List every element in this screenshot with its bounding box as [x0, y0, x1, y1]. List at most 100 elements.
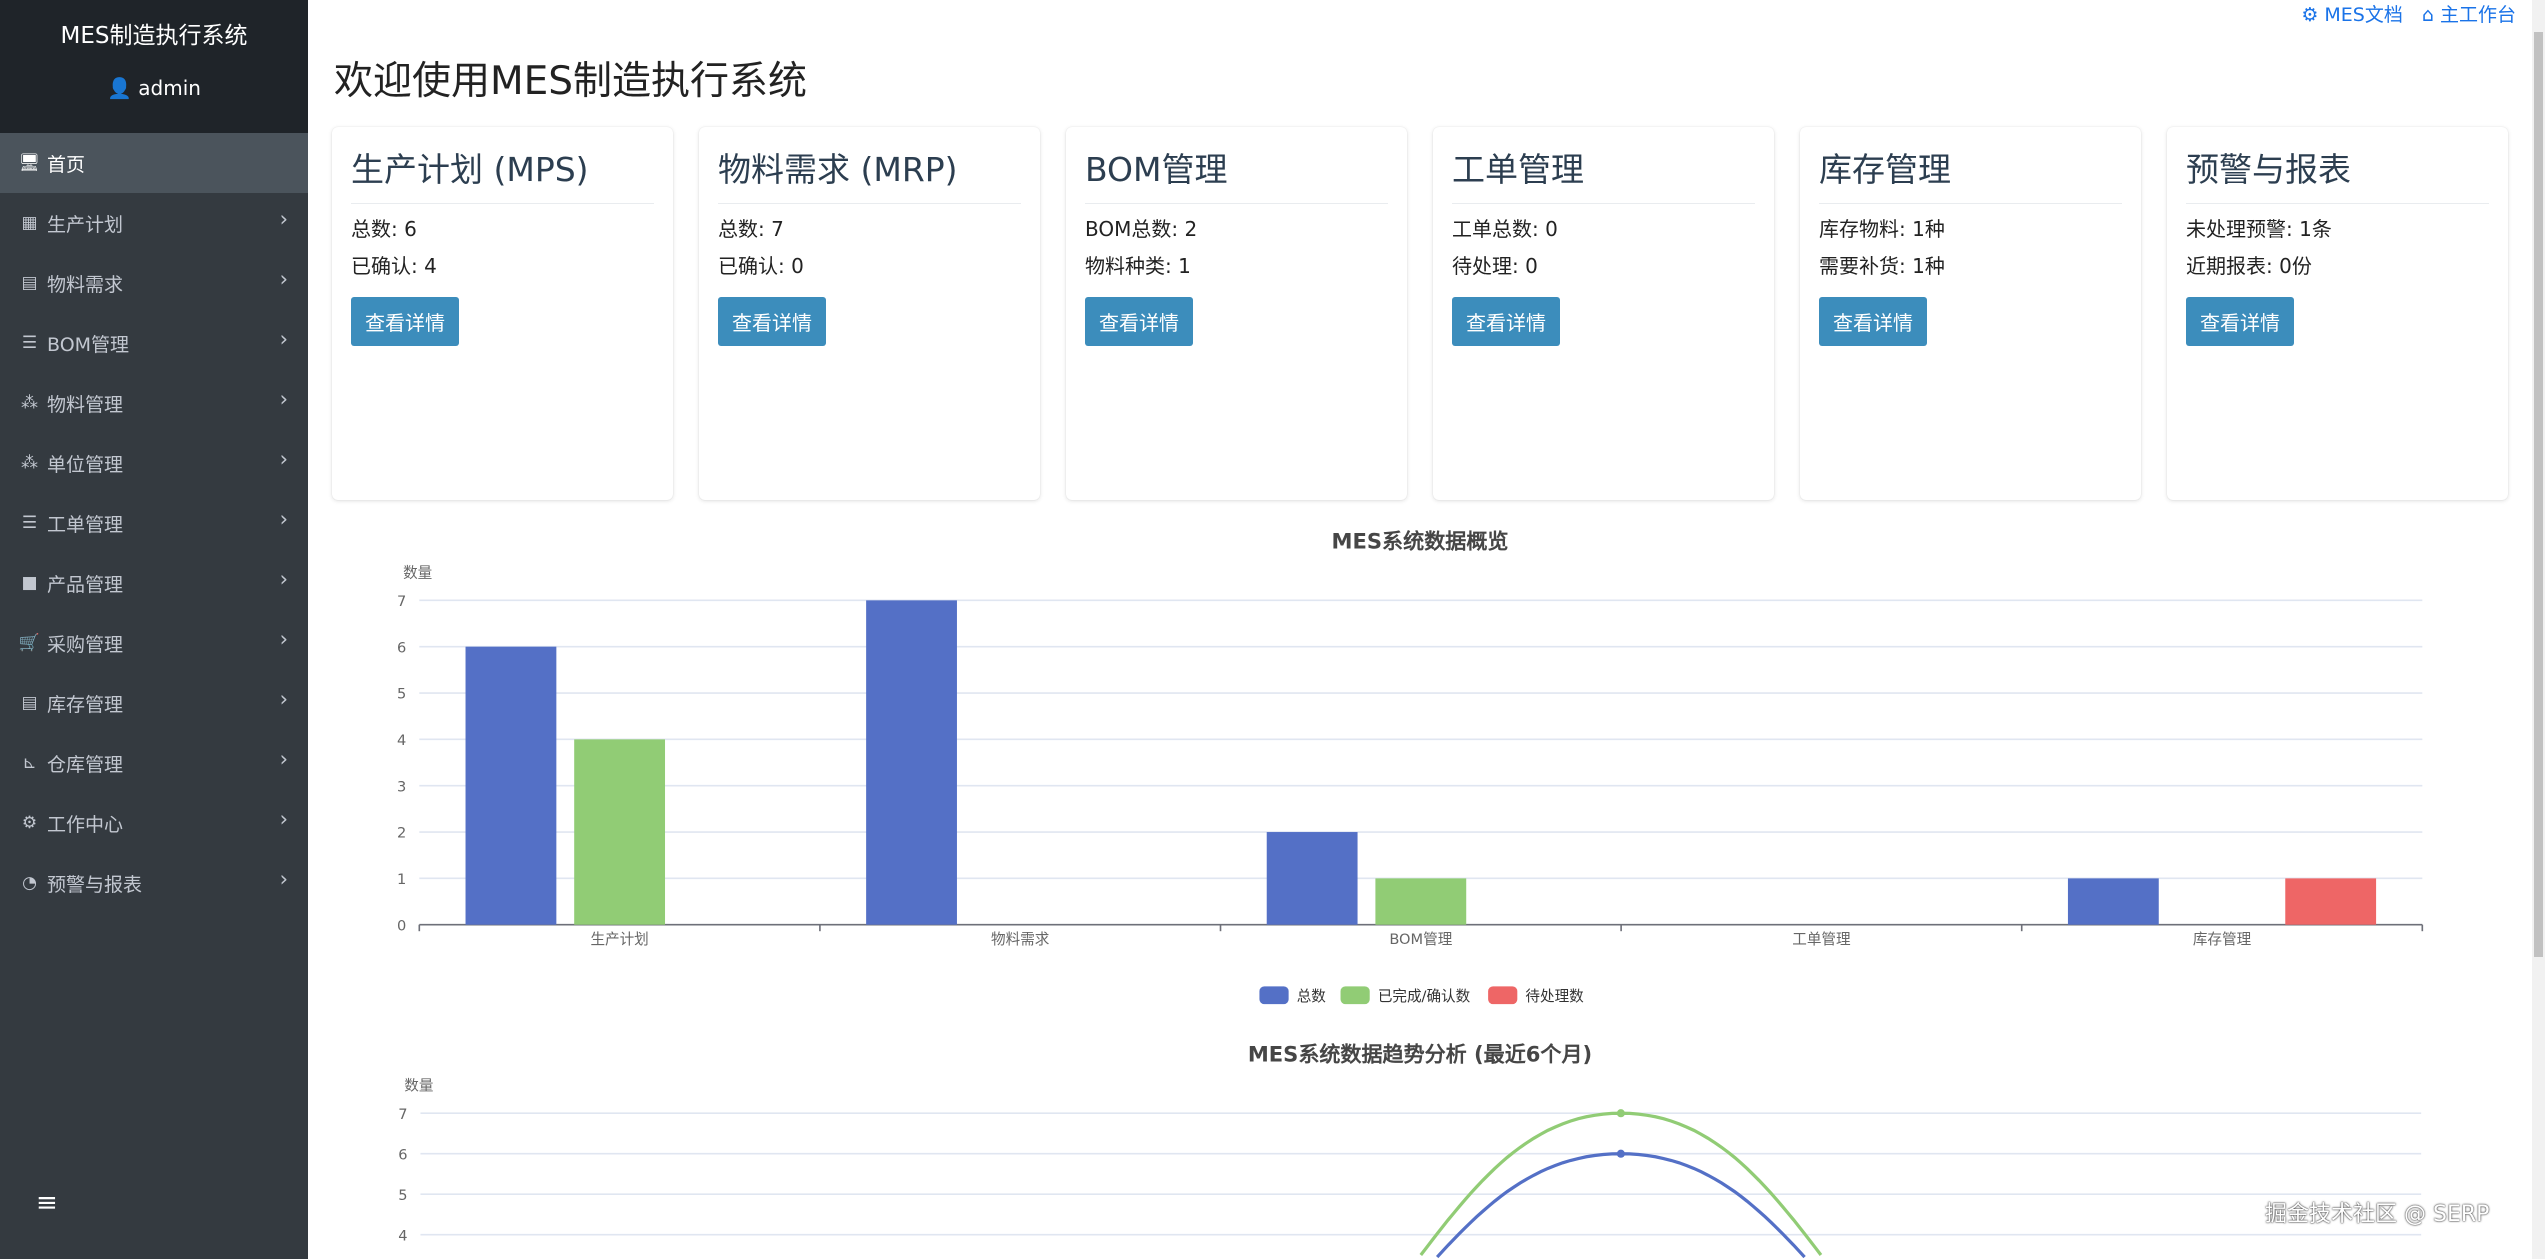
bar-0-4: [2067, 878, 2159, 925]
x-tick-label: 库存管理: [2193, 931, 2252, 948]
user-icon: 👤: [107, 76, 132, 100]
summary-card: 物料需求 (MRP) 总数: 7 已确认: 0 查看详情: [699, 127, 1040, 500]
sidebar-item-label: 生产计划: [47, 213, 124, 236]
legend-label-2: 待处理数: [1525, 988, 1584, 1005]
sidebar-item-1[interactable]: ▦ 生产计划 ›: [0, 193, 308, 253]
line-chart: MES系统数据趋势分析 (最近6个月) 数量 4 5 6 7: [398, 1041, 2422, 1259]
home-icon: ⌂: [2421, 4, 2434, 26]
chevron-right-icon: ›: [279, 447, 288, 471]
chevron-right-icon: ›: [279, 267, 288, 291]
page-title: 欢迎使用MES制造执行系统: [334, 59, 808, 104]
summary-card: 工单管理 工单总数: 0 待处理: 0 查看详情: [1433, 127, 1774, 500]
view-details-button[interactable]: 查看详情: [1452, 297, 1560, 346]
desktop-icon: 🖥: [18, 153, 41, 173]
legend-label-1: 已完成/确认数: [1378, 988, 1471, 1005]
chevron-right-icon: ›: [279, 507, 288, 531]
bar-0-0: [465, 646, 557, 925]
sidebar-item-label: 工作中心: [47, 813, 124, 836]
chevron-right-icon: ›: [279, 867, 288, 891]
scrollbar[interactable]: [2532, 0, 2545, 1259]
card-title: 物料需求 (MRP): [718, 143, 1021, 204]
sidebar-item-0[interactable]: 🖥 首页: [0, 133, 308, 193]
bar-1-2: [1375, 878, 1467, 925]
card-stat: 未处理预警: 1条: [2186, 217, 2332, 241]
x-tick-label: 工单管理: [1792, 931, 1851, 948]
bar-1-0: [574, 739, 666, 925]
warehouse-icon: ▤: [21, 693, 38, 713]
card-stat: 总数: 6: [351, 217, 417, 241]
bar-2-4: [2285, 878, 2377, 925]
chevron-right-icon: ›: [279, 747, 288, 771]
chevron-right-icon: ›: [279, 387, 288, 411]
docs-link[interactable]: ⚙ MES文档: [2301, 0, 2403, 27]
sidebar-item-7[interactable]: ■ 产品管理 ›: [0, 553, 308, 613]
card-stat: 待处理: 0: [1452, 254, 1538, 278]
view-details-button[interactable]: 查看详情: [351, 297, 459, 346]
cogs-icon: ⚙: [21, 813, 38, 833]
sidebar-item-8[interactable]: 🛒 采购管理 ›: [0, 613, 308, 673]
user-info[interactable]: 👤 admin: [0, 76, 308, 100]
dolly-icon: ⊾: [22, 753, 37, 773]
chevron-right-icon: ›: [279, 567, 288, 591]
top-links: ⚙ MES文档 ⌂ 主工作台: [2301, 0, 2516, 27]
legend-swatch-2: [1488, 986, 1518, 1005]
view-details-button[interactable]: 查看详情: [1819, 297, 1927, 346]
menu-toggle-icon[interactable]: ≡: [36, 1188, 58, 1218]
y-tick-label: 1: [397, 871, 406, 888]
y-axis-label: 数量: [404, 1078, 433, 1095]
sidebar-item-10[interactable]: ⊾ 仓库管理 ›: [0, 733, 308, 793]
chevron-right-icon: ›: [279, 627, 288, 651]
card-stat: BOM总数: 2: [1085, 217, 1198, 241]
sidebar: MES制造执行系统 👤 admin 🖥 首页 ▦ 生产计划 › ▤ 物料需求 › ☰ BOM管理 ›…: [0, 0, 308, 1259]
summary-card: 预警与报表 未处理预警: 1条 近期报表: 0份 查看详情: [2167, 127, 2508, 500]
sidebar-item-12[interactable]: ◔ 预警与报表 ›: [0, 853, 308, 913]
x-tick-label: BOM管理: [1389, 931, 1452, 948]
view-details-button[interactable]: 查看详情: [1085, 297, 1193, 346]
y-tick-label: 4: [397, 732, 406, 749]
calendar-icon: ▦: [21, 213, 38, 233]
box-icon: ■: [21, 573, 38, 593]
summary-card: 生产计划 (MPS) 总数: 6 已确认: 4 查看详情: [332, 127, 673, 500]
card-stat: 已确认: 0: [718, 254, 804, 278]
card-stat: 工单总数: 0: [1452, 217, 1558, 241]
sidebar-item-4[interactable]: ⁂ 物料管理 ›: [0, 373, 308, 433]
summary-card: BOM管理 BOM总数: 2 物料种类: 1 查看详情: [1066, 127, 1407, 500]
bar-0-2: [1266, 832, 1358, 925]
view-details-button[interactable]: 查看详情: [2186, 297, 2294, 346]
sidebar-item-label: 首页: [47, 153, 86, 176]
card-title: 生产计划 (MPS): [351, 143, 654, 204]
y-tick-label: 6: [397, 639, 406, 656]
sidebar-menu: 🖥 首页 ▦ 生产计划 › ▤ 物料需求 › ☰ BOM管理 › ⁂ 物料管理 › ⁂ 单位管理 › ☰ 工单管理 ›…: [0, 133, 308, 913]
sidebar-item-label: 库存管理: [47, 693, 124, 716]
sidebar-item-3[interactable]: ☰ BOM管理 ›: [0, 313, 308, 373]
list-ol-icon: ☰: [21, 333, 38, 353]
workbench-link[interactable]: ⌂ 主工作台: [2422, 0, 2516, 27]
sidebar-item-9[interactable]: ▤ 库存管理 ›: [0, 673, 308, 733]
line-point-0-3: [1616, 1149, 1625, 1158]
sidebar-item-5[interactable]: ⁂ 单位管理 ›: [0, 433, 308, 493]
sidebar-item-6[interactable]: ☰ 工单管理 ›: [0, 493, 308, 553]
y-tick-label: 0: [397, 917, 406, 934]
sidebar-item-2[interactable]: ▤ 物料需求 ›: [0, 253, 308, 313]
chevron-right-icon: ›: [279, 207, 288, 231]
legend-swatch-0: [1259, 986, 1289, 1005]
docs-link-label: MES文档: [2324, 4, 2403, 26]
sidebar-item-11[interactable]: ⚙ 工作中心 ›: [0, 793, 308, 853]
scrollbar-thumb[interactable]: [2534, 32, 2543, 957]
line-point-1-3: [1616, 1109, 1625, 1118]
y-tick-label: 5: [398, 1187, 407, 1204]
card-stat: 总数: 7: [718, 217, 784, 241]
y-tick-label: 7: [398, 1106, 407, 1123]
chart-pie-icon: ◔: [22, 873, 37, 893]
chevron-right-icon: ›: [279, 327, 288, 351]
y-axis-label: 数量: [403, 565, 432, 582]
sidebar-item-label: 采购管理: [47, 633, 124, 656]
watermark: 掘金技术社区 @ SERP: [2265, 1202, 2490, 1227]
sidebar-item-label: 物料需求: [47, 273, 124, 296]
sidebar-item-label: 单位管理: [47, 453, 124, 476]
view-details-button[interactable]: 查看详情: [718, 297, 826, 346]
y-tick-label: 7: [397, 593, 406, 610]
y-tick-label: 3: [397, 778, 406, 795]
card-stat: 库存物料: 1种: [1819, 217, 1945, 241]
y-tick-label: 2: [397, 825, 406, 842]
